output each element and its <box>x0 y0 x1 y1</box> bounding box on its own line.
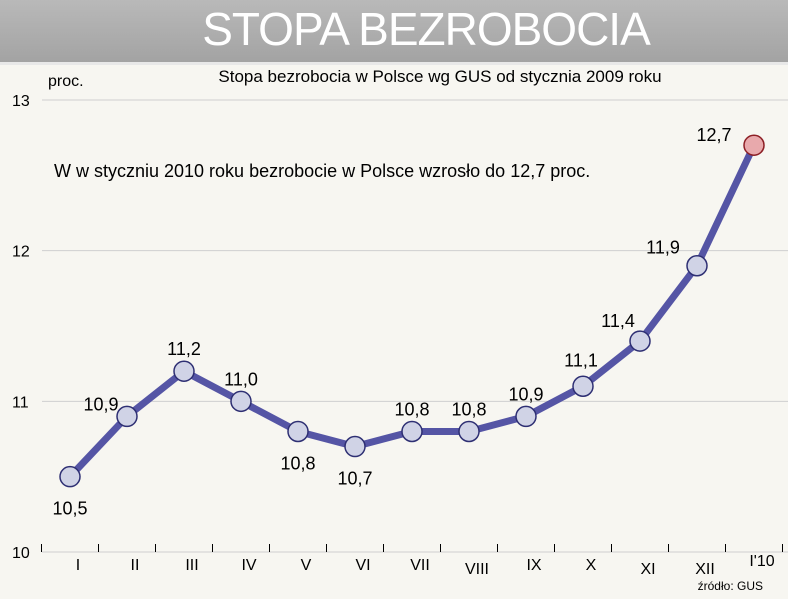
data-point <box>344 435 366 458</box>
data-point <box>230 390 252 413</box>
x-tick-label: IX <box>526 557 541 574</box>
x-tick-label: I'10 <box>749 553 774 570</box>
data-point <box>116 405 138 428</box>
x-tick-label: VI <box>355 557 370 574</box>
data-label: 12,7 <box>696 125 731 145</box>
data-point <box>629 330 651 352</box>
x-tick-label: XI <box>640 561 655 578</box>
x-tick-label: IV <box>241 557 256 574</box>
data-point <box>572 375 594 398</box>
annotation-text: W w styczniu 2010 roku bezrobocie w Pols… <box>54 161 590 181</box>
data-label: 11,1 <box>564 350 598 370</box>
data-point <box>458 420 480 443</box>
x-tick-label: III <box>185 557 198 574</box>
source-note: źródło: GUS <box>698 579 763 593</box>
title-bar: STOPA BEZROBOCIA <box>0 0 788 65</box>
x-tick-label: I <box>76 557 80 574</box>
data-label: 10,9 <box>83 394 118 414</box>
y-tick-label: 11 <box>12 394 29 411</box>
x-tick-label: XII <box>695 561 715 578</box>
chart-title: STOPA BEZROBOCIA <box>202 3 651 55</box>
x-tick-label: X <box>586 557 597 574</box>
x-tick-label: II <box>131 557 140 574</box>
y-tick-label: 12 <box>12 244 30 261</box>
y-tick-label: 13 <box>12 93 30 110</box>
data-point <box>401 420 423 443</box>
data-label: 11,9 <box>646 238 680 258</box>
data-label: 10,5 <box>52 499 87 519</box>
y-tick-label: 10 <box>12 545 30 562</box>
x-tick-label: V <box>301 557 312 574</box>
data-label: 11,4 <box>601 311 635 331</box>
data-label: 10,7 <box>337 469 372 489</box>
data-point <box>287 420 309 443</box>
data-label: 10,8 <box>394 399 429 419</box>
y-axis-unit: proc. <box>48 73 84 90</box>
x-tick-label: VII <box>410 557 430 574</box>
data-label: 11,0 <box>224 369 258 389</box>
data-point <box>686 254 708 277</box>
data-label: 10,8 <box>280 453 315 473</box>
data-label: 11,2 <box>167 339 201 359</box>
data-point <box>59 465 81 488</box>
data-point <box>515 405 537 428</box>
x-tick-label: VIII <box>465 561 489 578</box>
data-point <box>173 360 195 382</box>
data-label: 10,9 <box>508 384 543 404</box>
chart-subtitle: Stopa bezrobocia w Polsce wg GUS od styc… <box>218 67 661 86</box>
data-point-highlight <box>743 134 765 156</box>
data-label: 10,8 <box>451 399 486 419</box>
